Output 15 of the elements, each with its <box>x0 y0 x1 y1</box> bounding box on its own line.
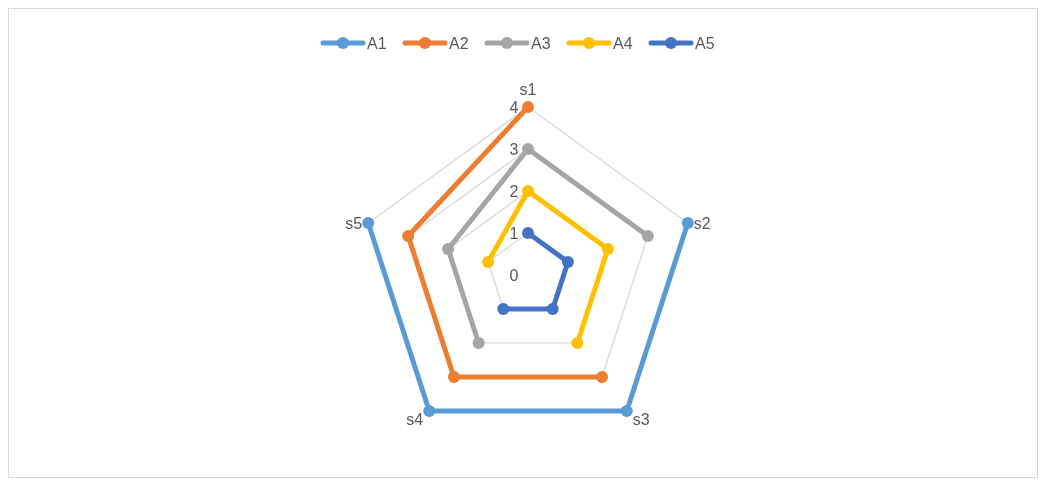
spoke-label: s2 <box>693 214 711 232</box>
y-tick-label: 1 <box>509 224 519 242</box>
legend-label: A1 <box>367 34 387 52</box>
legend-label: A3 <box>531 34 551 52</box>
spoke-label: s4 <box>406 410 424 428</box>
y-tick-label: 2 <box>509 182 519 200</box>
legend-label: A2 <box>449 34 469 52</box>
y-tick-label: 4 <box>509 98 519 116</box>
legend-label: A4 <box>613 34 633 52</box>
y-tick-label: 3 <box>509 140 519 158</box>
spoke-label: s5 <box>345 214 363 232</box>
spoke-label: s1 <box>519 80 537 98</box>
legend-label: A5 <box>695 34 715 52</box>
spoke-label: s3 <box>632 410 650 428</box>
y-tick-label: 0 <box>509 266 519 284</box>
